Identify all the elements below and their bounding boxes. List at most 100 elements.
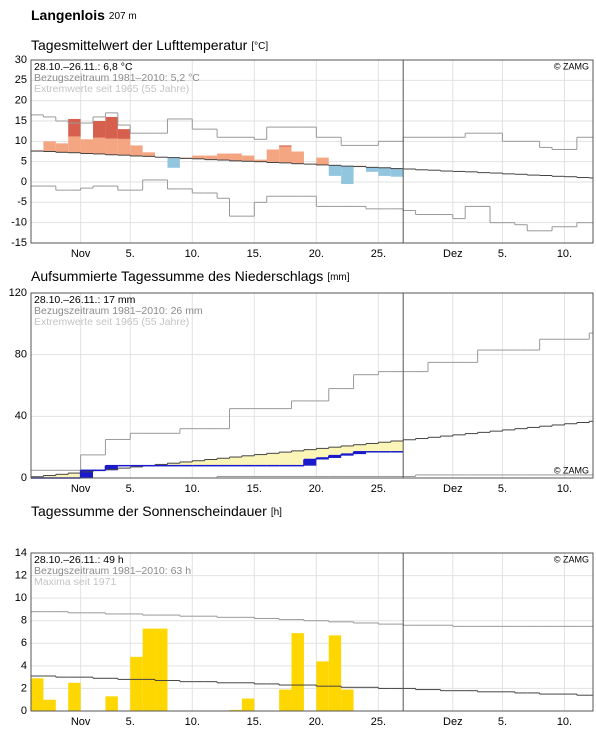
deficit-area xyxy=(167,463,180,466)
deficit-area xyxy=(192,460,205,466)
y-tick-label: 4 xyxy=(21,660,27,672)
annotation: Extremwerte seit 1965 (55 Jahre) xyxy=(34,316,189,328)
y-tick-label: 40 xyxy=(15,410,27,422)
bar xyxy=(291,633,304,711)
copyright: © ZAMG xyxy=(554,465,589,475)
x-tick-label: Dez xyxy=(443,716,463,728)
deficit-area xyxy=(266,453,280,466)
bar xyxy=(167,157,180,168)
deficit-area xyxy=(43,475,56,478)
x-tick-label: 10. xyxy=(185,248,200,260)
y-tick-label: 10 xyxy=(15,135,27,147)
y-tick-label: 20 xyxy=(15,95,27,107)
y-tick-label: 0 xyxy=(21,176,27,188)
bar xyxy=(390,168,404,177)
x-tick-label: Nov xyxy=(71,248,91,260)
x-tick-label: 5. xyxy=(498,248,507,260)
bar xyxy=(229,709,242,711)
x-tick-label: 10. xyxy=(557,483,572,495)
x-tick-label: 25. xyxy=(371,483,386,495)
x-tick-label: 25. xyxy=(371,716,386,728)
y-tick-label: 0 xyxy=(21,472,27,484)
bar xyxy=(341,166,354,185)
deficit-area xyxy=(217,458,230,466)
x-tick-label: 5. xyxy=(498,716,507,728)
bar xyxy=(80,139,94,154)
title-unit: [mm] xyxy=(327,272,349,283)
precip-increment xyxy=(303,459,317,466)
bar xyxy=(204,155,218,160)
bar-strong xyxy=(105,116,118,139)
deficit-area xyxy=(378,442,391,452)
station-name: Langenlois xyxy=(31,7,105,23)
bar-strong xyxy=(68,118,81,137)
bar xyxy=(316,157,329,165)
bar xyxy=(142,628,156,711)
bar xyxy=(43,699,56,711)
y-tick-label: 25 xyxy=(15,74,27,86)
precip-increment xyxy=(341,454,354,456)
bar xyxy=(279,689,292,711)
header: Langenlois 207 m xyxy=(31,7,137,23)
annotation: Extremwerte seit 1965 (55 Jahre) xyxy=(34,83,189,95)
bar xyxy=(105,696,118,711)
annotation: 28.10.–26.11.: 17 mm xyxy=(34,294,136,306)
y-tick-label: 80 xyxy=(15,349,27,361)
deficit-area xyxy=(341,445,354,455)
y-tick-label: -10 xyxy=(11,217,27,229)
title-text: Tagesmittelwert der Lufttemperatur xyxy=(31,37,248,53)
y-tick-label: 15 xyxy=(15,115,27,127)
x-tick-label: 15. xyxy=(247,716,262,728)
deficit-area xyxy=(316,448,329,458)
x-tick-label: 15. xyxy=(247,248,262,260)
y-tick-label: -5 xyxy=(17,196,27,208)
bar xyxy=(155,628,168,711)
annotation: Maxima seit 1971 xyxy=(34,576,116,588)
bar xyxy=(254,159,267,162)
annotation: Bezugszeitraum 1981–2010: 5,2 °C xyxy=(34,72,200,84)
bar xyxy=(68,136,81,153)
chart-title: Aufsummierte Tagessumme des Niederschlag… xyxy=(31,268,350,284)
plot-frame xyxy=(30,552,594,712)
bar xyxy=(241,698,255,711)
bar xyxy=(68,682,81,711)
x-tick-label: 5. xyxy=(126,716,135,728)
title-unit: [°C] xyxy=(251,41,268,52)
copyright: © ZAMG xyxy=(554,554,589,564)
bar xyxy=(93,137,106,154)
bar xyxy=(142,152,156,157)
x-tick-label: 10. xyxy=(185,716,200,728)
bar xyxy=(31,678,44,711)
y-tick-label: -15 xyxy=(11,237,27,249)
deficit-area xyxy=(365,443,379,452)
bar xyxy=(55,143,69,153)
precip-increment xyxy=(316,457,329,460)
y-tick-label: 2 xyxy=(21,682,27,694)
bar xyxy=(217,153,230,161)
deficit-area xyxy=(179,461,193,466)
x-tick-label: 10. xyxy=(185,483,200,495)
bar xyxy=(229,153,242,161)
bar xyxy=(328,635,342,711)
bar xyxy=(291,151,304,164)
y-tick-label: 30 xyxy=(15,54,27,66)
x-tick-label: Nov xyxy=(71,483,91,495)
copyright: © ZAMG xyxy=(554,61,589,71)
title-text: Tagessumme der Sonnenscheindauer xyxy=(31,503,267,519)
x-tick-label: 20. xyxy=(309,248,324,260)
chart-panel: Tagessumme der Sonnenscheindauer [h] 14 12 1… xyxy=(15,503,594,728)
y-tick-label: 8 xyxy=(21,615,27,627)
plot-frame xyxy=(30,292,594,479)
bar xyxy=(130,656,143,711)
x-tick-label: 20. xyxy=(309,483,324,495)
deficit-area xyxy=(303,449,317,460)
x-tick-label: 25. xyxy=(371,248,386,260)
chart-title: Tagessumme der Sonnenscheindauer [h] xyxy=(31,503,282,519)
deficit-area xyxy=(68,473,81,478)
bar-strong xyxy=(117,129,131,139)
bar xyxy=(117,138,131,156)
annotation: 28.10.–26.11.: 6,8 °C xyxy=(34,61,133,73)
plot-frame xyxy=(30,59,594,244)
bar xyxy=(192,155,205,159)
